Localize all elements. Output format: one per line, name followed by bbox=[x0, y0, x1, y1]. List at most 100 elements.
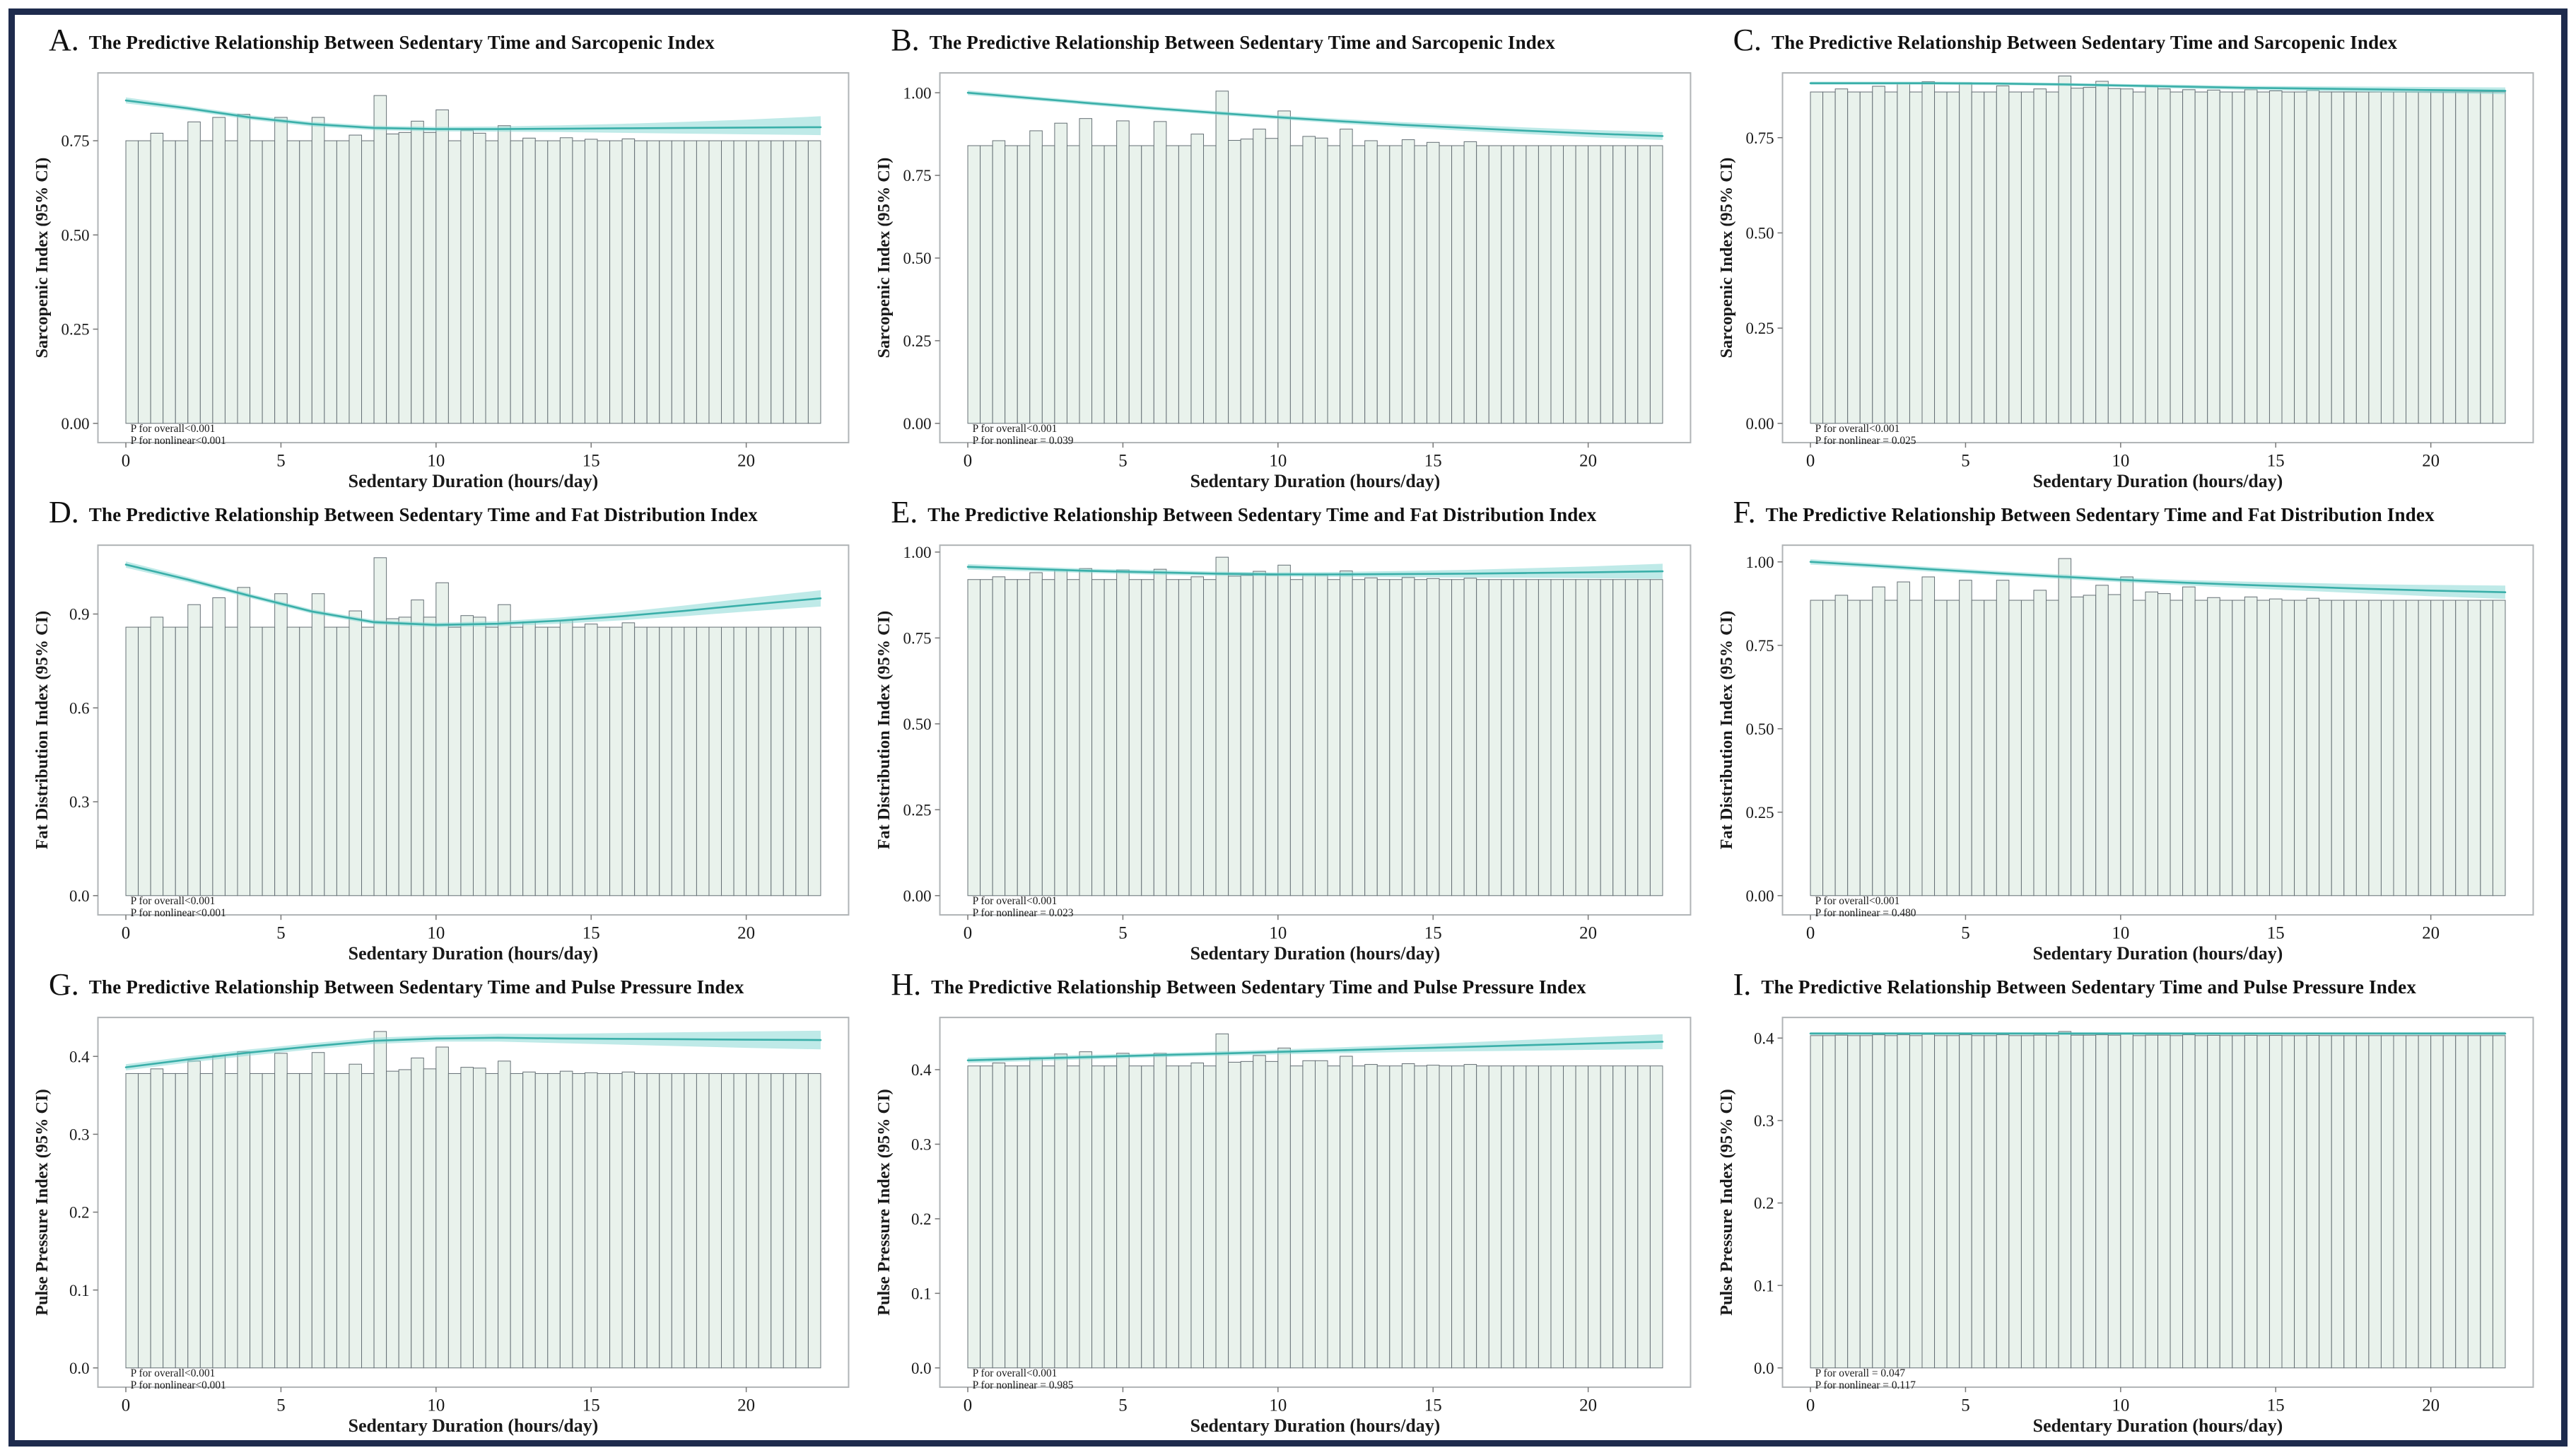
bar bbox=[2293, 600, 2307, 896]
y-axis: 0.0 0.1 0.2 0.3 0.4 bbox=[911, 1060, 940, 1377]
bar bbox=[349, 610, 363, 896]
bar bbox=[1327, 1065, 1341, 1369]
bar bbox=[2492, 91, 2506, 424]
bar bbox=[1054, 569, 1068, 896]
bar bbox=[1215, 556, 1229, 896]
bar bbox=[1427, 1065, 1440, 1369]
bar bbox=[2231, 600, 2245, 896]
bar bbox=[1650, 579, 1663, 896]
bar bbox=[1129, 145, 1142, 424]
x-axis-label: Sedentary Duration (hours/day) bbox=[349, 471, 599, 491]
bar bbox=[534, 1073, 549, 1369]
bar bbox=[1588, 1065, 1602, 1369]
x-axis: 0 5 10 15 20 bbox=[1805, 1387, 2440, 1415]
bar bbox=[1067, 1065, 1080, 1369]
bar bbox=[1265, 138, 1279, 424]
bar bbox=[1129, 1065, 1142, 1369]
bar bbox=[498, 604, 511, 896]
y-tick-label: 0.0 bbox=[1754, 1359, 1774, 1377]
bar bbox=[2318, 91, 2332, 424]
bar bbox=[659, 626, 672, 896]
bar bbox=[2058, 558, 2071, 896]
bar bbox=[1017, 1065, 1031, 1369]
y-tick-label: 0.25 bbox=[1745, 319, 1774, 337]
bar bbox=[299, 140, 312, 424]
bar bbox=[1575, 579, 1589, 896]
bar bbox=[2405, 1035, 2419, 1369]
bar bbox=[1091, 1065, 1105, 1369]
bar bbox=[1017, 579, 1031, 896]
bar bbox=[758, 140, 772, 424]
bar bbox=[1612, 579, 1627, 896]
bar bbox=[2331, 1035, 2344, 1369]
bar bbox=[1476, 1065, 1490, 1369]
bar bbox=[361, 1073, 375, 1369]
bar bbox=[1091, 579, 1105, 896]
bar bbox=[1550, 145, 1564, 424]
bar bbox=[1933, 91, 1948, 424]
bar bbox=[696, 140, 710, 424]
bar bbox=[1067, 145, 1080, 424]
confidence-ribbon bbox=[968, 90, 1663, 141]
bar bbox=[2070, 1034, 2084, 1369]
bar bbox=[1302, 574, 1316, 896]
y-tick-label: 0.0 bbox=[911, 1359, 932, 1377]
bar bbox=[646, 140, 660, 424]
bar bbox=[1884, 91, 1898, 424]
y-tick-label: 0.25 bbox=[1745, 803, 1774, 822]
panel-title: The Predictive Relationship Between Sede… bbox=[1772, 32, 2398, 53]
x-tick-label: 5 bbox=[1961, 1396, 1969, 1415]
y-tick-label: 0.00 bbox=[1745, 414, 1774, 433]
panel-e: E. The Predictive Relationship Between S… bbox=[867, 493, 1709, 965]
x-tick-label: 10 bbox=[1270, 923, 1287, 942]
bar bbox=[1463, 141, 1477, 424]
x-tick-label: 15 bbox=[582, 923, 600, 942]
p-overall-annotation: P for overall<0.001 bbox=[131, 895, 216, 907]
x-tick-label: 0 bbox=[1805, 923, 1814, 942]
bar bbox=[967, 1065, 981, 1369]
chart-panel-b: 0.00 0.25 0.50 0.75 1.00 Sarcopenic Index (95… bbox=[875, 72, 1692, 491]
panel-i: I. The Predictive Relationship Between S… bbox=[1709, 965, 2551, 1437]
bar bbox=[1526, 579, 1540, 896]
bar bbox=[138, 140, 151, 424]
bar bbox=[1017, 145, 1031, 424]
bar bbox=[1996, 1034, 2010, 1369]
y-tick-label: 0.25 bbox=[903, 800, 932, 819]
y-tick-label: 0.3 bbox=[69, 793, 90, 811]
bar bbox=[1315, 1060, 1328, 1369]
bar bbox=[1364, 140, 1378, 424]
bar bbox=[1538, 145, 1552, 424]
bar bbox=[2095, 585, 2109, 896]
bar bbox=[1897, 83, 1910, 424]
bar bbox=[2281, 1035, 2295, 1369]
confidence-ribbon bbox=[126, 97, 821, 136]
bar bbox=[510, 140, 524, 424]
bar bbox=[1265, 574, 1279, 896]
x-tick-label: 0 bbox=[964, 923, 972, 942]
bar bbox=[1514, 145, 1527, 424]
bar bbox=[980, 579, 993, 896]
p-nonlinear-annotation: P for nonlinear = 0.117 bbox=[1815, 1379, 1916, 1391]
bar bbox=[2083, 1034, 2096, 1369]
bar bbox=[2219, 600, 2232, 896]
panel-g: G. The Predictive Relationship Between S… bbox=[25, 965, 867, 1437]
bar bbox=[2454, 91, 2469, 424]
bar bbox=[1625, 579, 1639, 896]
bar bbox=[1277, 110, 1292, 424]
x-axis: 0 5 10 15 20 bbox=[122, 1387, 755, 1415]
bar bbox=[597, 626, 611, 896]
bar bbox=[373, 557, 387, 896]
x-axis: 0 5 10 15 20 bbox=[122, 443, 755, 471]
bar bbox=[423, 132, 437, 424]
bar bbox=[472, 132, 486, 424]
bar bbox=[559, 137, 573, 424]
y-tick-label: 0.6 bbox=[69, 699, 90, 717]
y-tick-label: 0.2 bbox=[69, 1203, 90, 1221]
bar bbox=[1154, 1053, 1167, 1369]
bar bbox=[1489, 1065, 1502, 1369]
bar bbox=[299, 1073, 312, 1369]
bar bbox=[1091, 145, 1105, 424]
bar bbox=[584, 624, 598, 896]
bar bbox=[212, 117, 226, 424]
bar bbox=[125, 1073, 139, 1369]
